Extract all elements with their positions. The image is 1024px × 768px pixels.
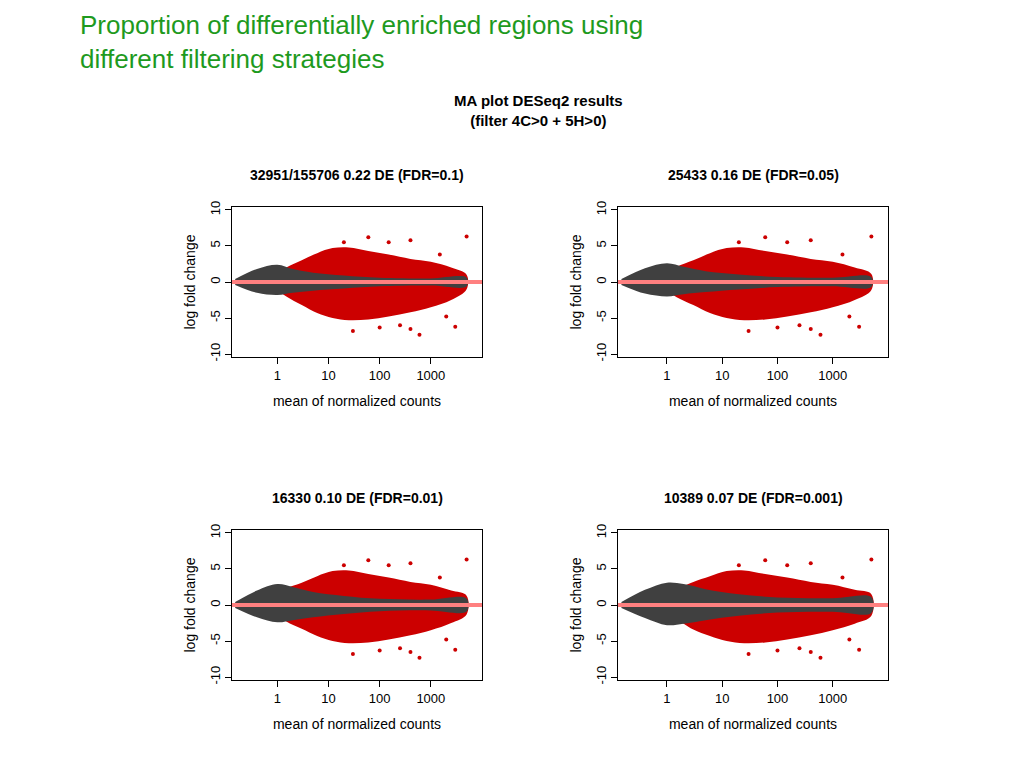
svg-text:MA plot DESeq2 results(filter: MA plot DESeq2 results(filter 4C>0 + 5H>… bbox=[454, 92, 623, 129]
svg-text:5: 5 bbox=[594, 240, 609, 247]
svg-text:mean of normalized counts: mean of normalized counts bbox=[273, 393, 441, 409]
svg-text:10: 10 bbox=[715, 368, 729, 383]
svg-text:1: 1 bbox=[663, 691, 670, 706]
svg-text:10: 10 bbox=[715, 691, 729, 706]
svg-text:log fold change: log fold change bbox=[182, 234, 198, 329]
svg-text:-5: -5 bbox=[208, 310, 223, 322]
svg-text:100: 100 bbox=[369, 368, 391, 383]
svg-text:mean of normalized counts: mean of normalized counts bbox=[273, 716, 441, 732]
svg-text:0: 0 bbox=[594, 276, 609, 283]
svg-text:-10: -10 bbox=[594, 343, 609, 362]
svg-text:10: 10 bbox=[594, 524, 609, 538]
svg-text:5: 5 bbox=[208, 563, 223, 570]
svg-text:10: 10 bbox=[208, 524, 223, 538]
svg-text:-5: -5 bbox=[594, 633, 609, 645]
svg-text:log fold change: log fold change bbox=[568, 557, 584, 652]
svg-text:-5: -5 bbox=[208, 633, 223, 645]
svg-text:100: 100 bbox=[369, 691, 391, 706]
svg-text:1: 1 bbox=[274, 691, 281, 706]
svg-text:10: 10 bbox=[321, 691, 335, 706]
svg-text:mean of normalized counts: mean of normalized counts bbox=[669, 393, 837, 409]
svg-text:10: 10 bbox=[208, 201, 223, 215]
svg-text:1: 1 bbox=[663, 368, 670, 383]
svg-text:mean of normalized counts: mean of normalized counts bbox=[669, 716, 837, 732]
svg-text:Proportion of differentially e: Proportion of differentially enriched re… bbox=[80, 10, 643, 74]
svg-text:25433 0.16 DE (FDR=0.05): 25433 0.16 DE (FDR=0.05) bbox=[668, 167, 839, 183]
svg-text:5: 5 bbox=[208, 240, 223, 247]
svg-text:1000: 1000 bbox=[416, 691, 445, 706]
svg-text:16330 0.10 DE (FDR=0.01): 16330 0.10 DE (FDR=0.01) bbox=[272, 490, 443, 506]
svg-text:100: 100 bbox=[767, 691, 789, 706]
svg-text:-10: -10 bbox=[594, 666, 609, 685]
svg-text:-5: -5 bbox=[594, 310, 609, 322]
svg-text:1000: 1000 bbox=[416, 368, 445, 383]
svg-text:5: 5 bbox=[594, 563, 609, 570]
svg-text:log fold change: log fold change bbox=[182, 557, 198, 652]
svg-text:log fold change: log fold change bbox=[568, 234, 584, 329]
svg-text:-10: -10 bbox=[208, 666, 223, 685]
svg-text:1000: 1000 bbox=[818, 368, 847, 383]
svg-text:0: 0 bbox=[208, 276, 223, 283]
svg-text:0: 0 bbox=[594, 599, 609, 606]
svg-text:100: 100 bbox=[767, 368, 789, 383]
svg-text:1: 1 bbox=[274, 368, 281, 383]
svg-text:0: 0 bbox=[208, 599, 223, 606]
svg-text:1000: 1000 bbox=[818, 691, 847, 706]
svg-text:32951/155706 0.22 DE (FDR=0.1): 32951/155706 0.22 DE (FDR=0.1) bbox=[250, 167, 464, 183]
svg-text:10389 0.07 DE (FDR=0.001): 10389 0.07 DE (FDR=0.001) bbox=[664, 490, 843, 506]
svg-text:10: 10 bbox=[321, 368, 335, 383]
svg-text:-10: -10 bbox=[208, 343, 223, 362]
svg-text:10: 10 bbox=[594, 201, 609, 215]
